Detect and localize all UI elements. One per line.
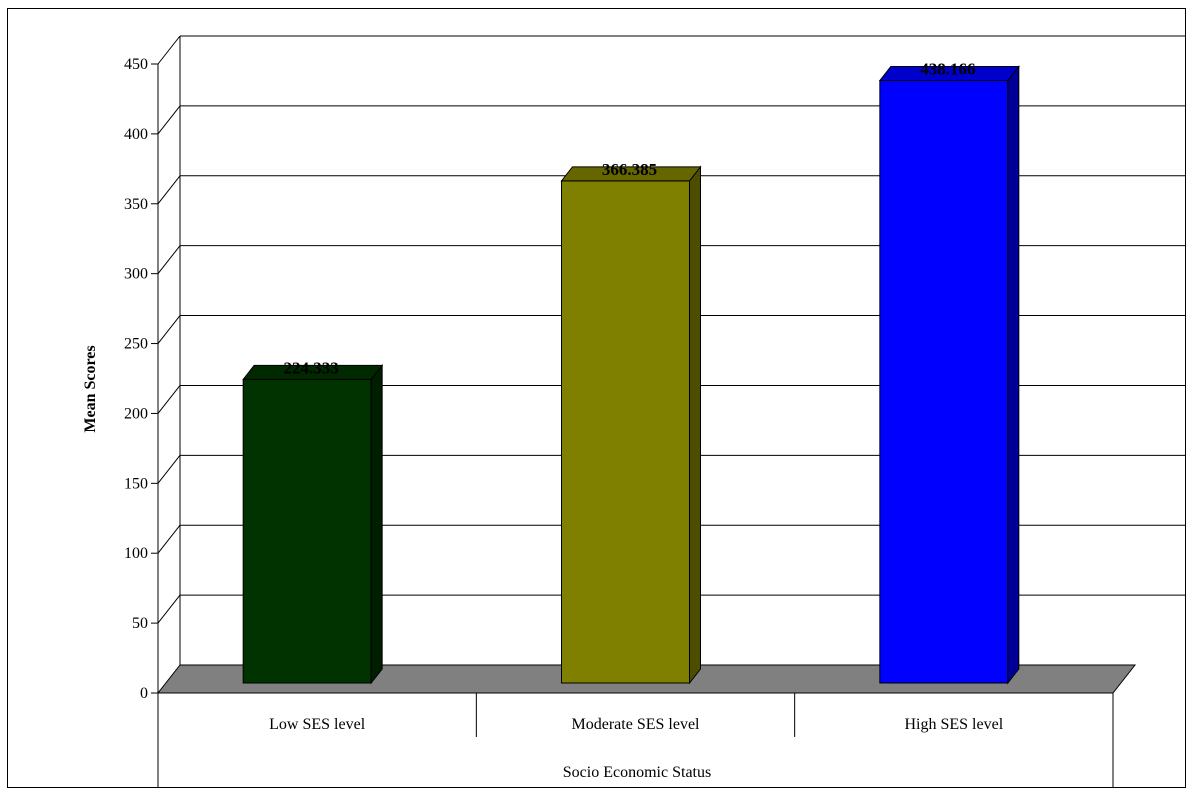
- chart-frame: 0 50 100 150 200 250 300 350 400 450 224.333 366.3…: [7, 8, 1186, 788]
- bar-side: [1007, 65, 1020, 685]
- y-tick-label: 350: [124, 196, 148, 213]
- bar-side: [689, 165, 701, 685]
- side-gridline: [157, 455, 181, 484]
- x-axis-title: Socio Economic Status: [563, 764, 711, 781]
- y-tick-label: 150: [124, 475, 148, 492]
- y-tick-label: 300: [124, 266, 148, 283]
- data-label: 224.333: [284, 358, 339, 377]
- side-gridline: [157, 385, 181, 414]
- bar-top: [878, 66, 1020, 82]
- y-tick-label: 450: [124, 56, 148, 73]
- data-label: 438.166: [920, 60, 975, 79]
- x-axis: Low SES level Moderate SES level High SES …: [157, 693, 1114, 787]
- y-tick-label: 100: [124, 545, 148, 562]
- y-tick-label: 200: [124, 405, 148, 422]
- chart-walls: [157, 36, 181, 693]
- side-gridline: [157, 245, 181, 274]
- x-tick-label: High SES level: [904, 716, 1003, 733]
- side-gridline: [157, 524, 181, 554]
- y-tick-label: 400: [124, 126, 148, 143]
- side-gridline: [157, 35, 181, 65]
- bar-top: [560, 166, 702, 182]
- side-gridline: [157, 175, 181, 205]
- value-labels: 224.333 366.385 438.166: [284, 60, 976, 378]
- bar-top: [242, 364, 384, 380]
- bar: [879, 80, 1009, 684]
- x-tick-label: Low SES level: [269, 716, 366, 733]
- y-tick-label: 250: [124, 336, 148, 353]
- y-tick-label: 50: [132, 615, 148, 632]
- bar: [561, 180, 690, 684]
- x-tick-label: Moderate SES level: [572, 716, 701, 733]
- side-gridline: [157, 594, 181, 624]
- bar-side: [370, 363, 383, 685]
- bar-chart: 0 50 100 150 200 250 300 350 400 450 224.333 366.3…: [82, 35, 1185, 787]
- data-label: 366.385: [602, 160, 657, 179]
- y-axis: 0 50 100 150 200 250 300 350 400 450: [124, 56, 158, 702]
- bar: [242, 378, 372, 684]
- y-tick-label: 0: [140, 685, 148, 702]
- bars: [242, 65, 1020, 685]
- side-gridline: [157, 315, 181, 344]
- side-gridline: [157, 105, 181, 135]
- y-axis-title: Mean Scores: [82, 345, 99, 432]
